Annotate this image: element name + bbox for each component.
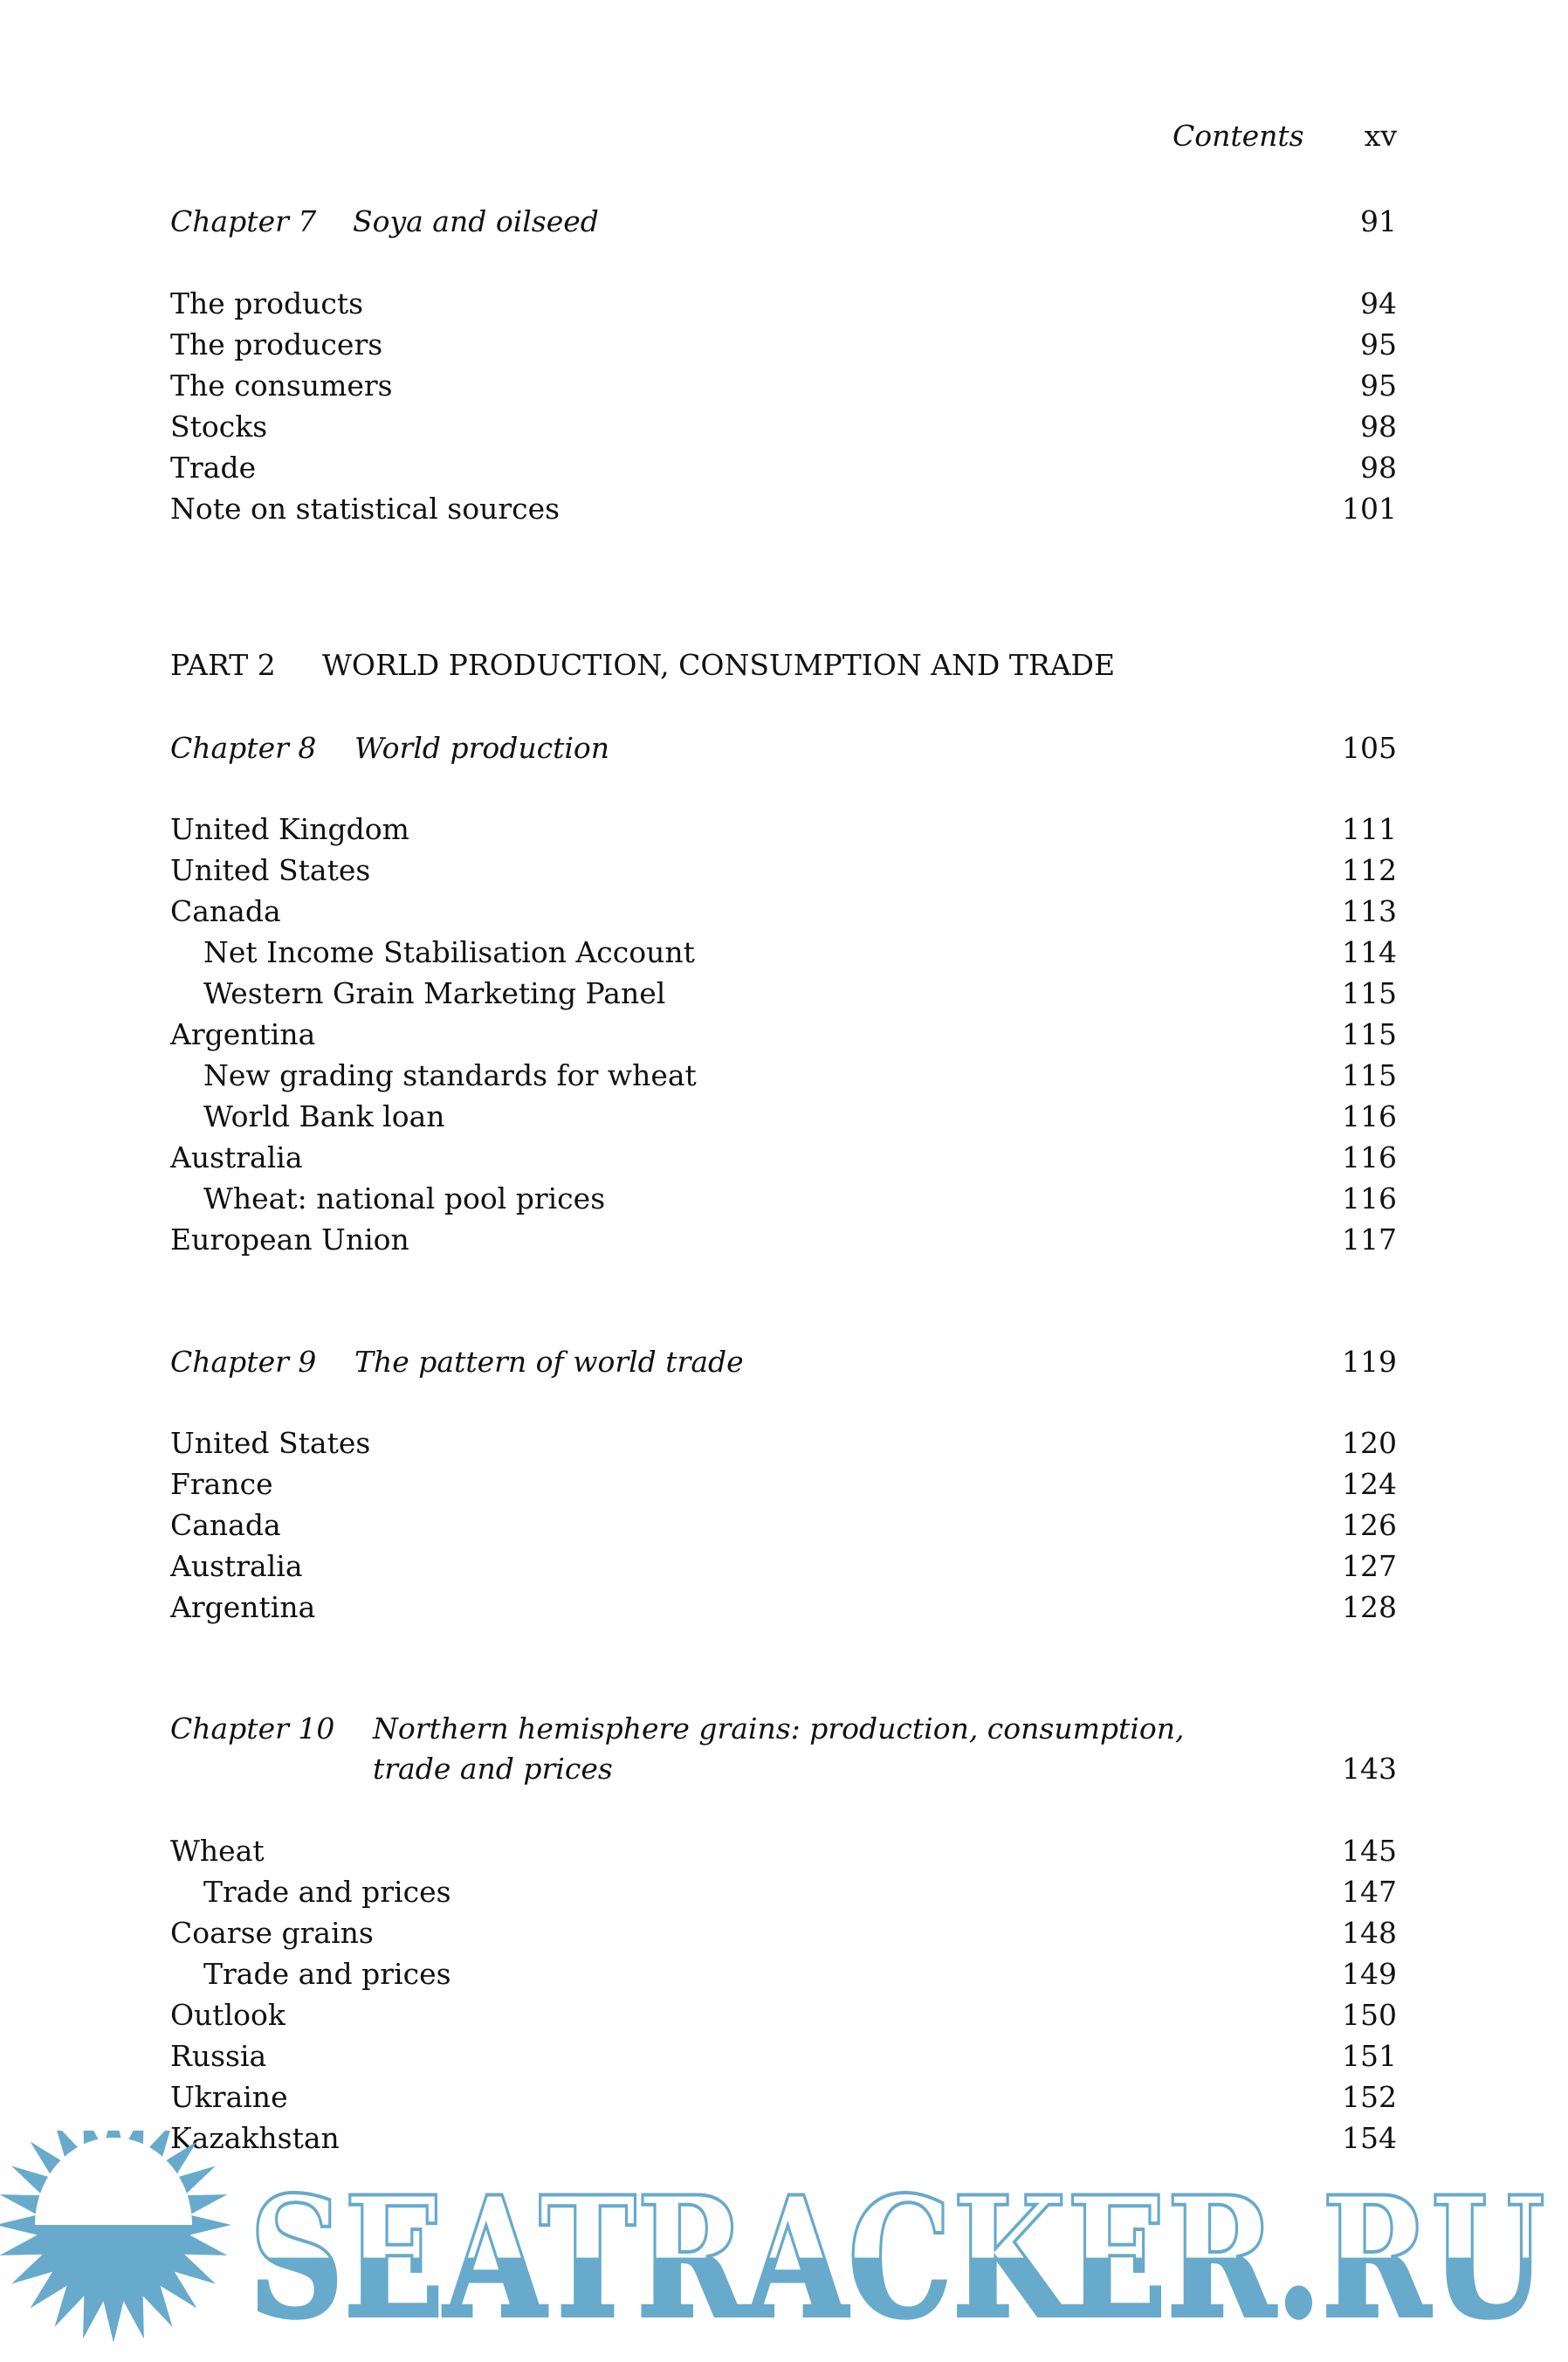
chapter-page: 143 (1342, 1752, 1397, 1786)
part-label: PART 2 (170, 648, 276, 682)
part-title: WORLD PRODUCTION, CONSUMPTION AND TRADE (322, 648, 1116, 682)
toc-entry-page: 117 (1342, 1222, 1397, 1257)
toc-entry-title: Canada (170, 894, 281, 928)
toc-entry-page: 113 (1342, 894, 1397, 928)
toc-entry-page: 116 (1342, 1140, 1397, 1174)
toc-entry-title: Trade and prices (203, 1957, 451, 1991)
toc-entry-title: Russia (170, 2039, 267, 2073)
toc-entry-title: The producers (170, 327, 383, 362)
chapter-label: Chapter 9 (170, 1345, 317, 1379)
toc-entry-page: 126 (1342, 1508, 1397, 1542)
running-head: Contents (1173, 119, 1304, 153)
toc-entry-title: Note on statistical sources (170, 492, 560, 526)
chapter-title-line-2: trade and prices (373, 1752, 613, 1786)
toc-entry-page: 148 (1342, 1916, 1397, 1950)
toc-entry-title: Stocks (170, 410, 268, 444)
toc-entry-title: Western Grain Marketing Panel (203, 976, 666, 1010)
toc-entry-page: 111 (1342, 812, 1397, 846)
toc-entry-title: Argentina (170, 1017, 316, 1051)
toc-entry-title: Argentina (170, 1590, 316, 1624)
chapter-page: 119 (1342, 1345, 1397, 1379)
toc-entry-title: Outlook (170, 1998, 285, 2032)
toc-entry-page: 128 (1342, 1590, 1397, 1624)
toc-entry-title: Wheat (170, 1834, 265, 1868)
toc-entry-page: 101 (1342, 492, 1397, 526)
toc-entry-page: 94 (1360, 286, 1397, 320)
toc-entry-page: 147 (1342, 1875, 1397, 1909)
chapter-title: The pattern of world trade (354, 1345, 744, 1379)
toc-entry-page: 115 (1342, 976, 1397, 1010)
watermark-text: SEATRACKER.RU (249, 2160, 1545, 2355)
toc-entry-title: New grading standards for wheat (203, 1058, 697, 1092)
chapter-title-line-1: Northern hemisphere grains: production, … (373, 1711, 1185, 1746)
toc-entry-page: 112 (1342, 853, 1397, 887)
chapter-title: Soya and oilseed (353, 204, 599, 238)
toc-entry-page: 98 (1360, 410, 1397, 444)
toc-entry-title: United Kingdom (170, 812, 409, 846)
toc-entry-page: 149 (1342, 1957, 1397, 1991)
toc-entry-page: 145 (1342, 1834, 1397, 1868)
toc-entry-page: 151 (1342, 2039, 1397, 2073)
toc-entry-title: United States (170, 1426, 371, 1460)
toc-entry-title: World Bank loan (203, 1099, 445, 1133)
watermark-logo: SEATRACKER.RU (0, 2131, 1547, 2357)
toc-entry-page: 98 (1360, 451, 1397, 485)
toc-entry-title: European Union (170, 1222, 409, 1257)
toc-entry-title: Australia (170, 1549, 303, 1583)
toc-entry-page: 115 (1342, 1017, 1397, 1051)
toc-entry-title: Wheat: national pool prices (203, 1181, 606, 1215)
toc-entry-page: 114 (1342, 935, 1397, 969)
toc-entry-title: Trade and prices (203, 1875, 451, 1909)
toc-entry-title: Trade (170, 451, 257, 485)
chapter-page: 91 (1360, 204, 1397, 238)
toc-entry-page: 95 (1360, 327, 1397, 362)
toc-entry-page: 116 (1342, 1181, 1397, 1215)
toc-entry-title: Coarse grains (170, 1916, 374, 1950)
toc-entry-page: 127 (1342, 1549, 1397, 1583)
chapter-label: Chapter 8 (170, 731, 317, 765)
toc-entry-title: France (170, 1467, 273, 1501)
toc-entry-page: 120 (1342, 1426, 1397, 1460)
chapter-label: Chapter 7 (170, 204, 317, 238)
sun-half-icon (35, 2138, 192, 2225)
toc-entry-title: Australia (170, 1140, 303, 1174)
chapter-title: World production (354, 731, 610, 765)
toc-entry-title: Net Income Stabilisation Account (203, 935, 695, 969)
chapter-page: 105 (1342, 731, 1397, 765)
toc-entry-title: Ukraine (170, 2080, 288, 2114)
toc-entry-page: 124 (1342, 1467, 1397, 1501)
toc-entry-page: 150 (1342, 1998, 1397, 2032)
toc-entry-title: Canada (170, 1508, 281, 1542)
toc-entry-page: 116 (1342, 1099, 1397, 1133)
toc-entry-title: The products (170, 286, 364, 320)
toc-entry-title: The consumers (170, 368, 393, 403)
chapter-label: Chapter 10 (170, 1711, 335, 1746)
toc-entry-page: 115 (1342, 1058, 1397, 1092)
toc-entry-page: 152 (1342, 2080, 1397, 2114)
folio: xv (1364, 119, 1397, 153)
toc-entry-title: Kazakhstan (170, 2121, 340, 2155)
toc-entry-title: United States (170, 853, 371, 887)
toc-entry-page: 154 (1342, 2121, 1397, 2155)
toc-entry-page: 95 (1360, 368, 1397, 403)
